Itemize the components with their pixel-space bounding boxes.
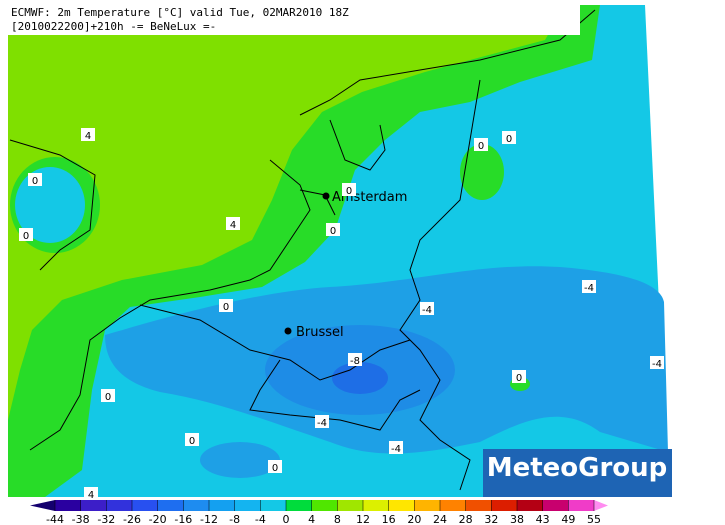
colorbar-label: 38 xyxy=(510,513,524,525)
zone-0-4 xyxy=(460,144,504,200)
colorbar-segment xyxy=(234,500,261,511)
contour-label-box xyxy=(84,487,98,500)
logo-box xyxy=(483,449,672,497)
contour-label: 0 xyxy=(32,176,38,187)
contour-label: 0 xyxy=(105,392,111,403)
colorbar-label: -32 xyxy=(97,513,115,525)
contour-label-box xyxy=(582,280,596,293)
contour-label: 0 xyxy=(23,231,29,242)
contour-label-box xyxy=(268,460,282,473)
contour-label-box xyxy=(81,128,95,141)
colorbar-segment xyxy=(286,500,313,511)
colorbar-segment xyxy=(311,500,338,511)
colorbar-label: -12 xyxy=(200,513,218,525)
colorbar-segment xyxy=(157,500,184,511)
colorbar-segment xyxy=(209,500,236,511)
colorbar-label: -38 xyxy=(72,513,90,525)
city-dot xyxy=(322,192,330,200)
colorbar-segment xyxy=(183,500,210,511)
contour-label: -8 xyxy=(350,356,360,367)
contour-label: 0 xyxy=(506,134,512,145)
contour-label: 0 xyxy=(272,463,278,474)
colorbar-label: 8 xyxy=(334,513,341,525)
contour-label-box xyxy=(389,441,403,454)
colorbar-segment xyxy=(388,500,415,511)
zone-minus4 xyxy=(200,442,280,478)
contour-label: 0 xyxy=(478,141,484,152)
colorbar-segment xyxy=(80,500,107,511)
colorbar-label: -16 xyxy=(174,513,192,525)
colorbar-label: -4 xyxy=(255,513,266,525)
colorbar-label: 20 xyxy=(407,513,421,525)
contour-label: 0 xyxy=(223,302,229,313)
contour-label-box xyxy=(420,302,434,315)
colorbar-segment xyxy=(260,500,287,511)
colorbar-label: -44 xyxy=(46,513,64,525)
colorbar-label: 49 xyxy=(561,513,575,525)
header-line: ECMWF: 2m Temperature [°C] valid Tue, 02… xyxy=(11,6,349,19)
colorbar-segment xyxy=(491,500,518,511)
colorbar-segment xyxy=(337,500,364,511)
contour-label: 0 xyxy=(330,226,336,237)
colorbar-arrow xyxy=(594,500,608,511)
colorbar-label: 55 xyxy=(587,513,601,525)
colorbar-arrow xyxy=(30,500,55,511)
contour-label-box xyxy=(326,223,340,236)
contour-label: -4 xyxy=(422,305,432,316)
zone-minus8-core xyxy=(332,362,388,394)
contour-label-box xyxy=(315,415,329,428)
contour-label: 4 xyxy=(88,490,94,501)
contour-label-box xyxy=(19,228,33,241)
contour-label: 0 xyxy=(346,186,352,197)
colorbar-label: -8 xyxy=(229,513,240,525)
contour-label: 0 xyxy=(516,373,522,384)
contour-label: -4 xyxy=(317,418,327,429)
colorbar-label: -26 xyxy=(123,513,141,525)
contour-label-box xyxy=(226,217,240,230)
colorbar-label: 12 xyxy=(356,513,370,525)
contour-label-box xyxy=(650,356,664,369)
contour-label: 0 xyxy=(189,436,195,447)
colorbar-label: 16 xyxy=(382,513,396,525)
colorbar-label: 24 xyxy=(433,513,447,525)
contour-label: 4 xyxy=(85,131,91,142)
header-box xyxy=(7,3,580,35)
contour-label-box xyxy=(502,131,516,144)
contour-label: -4 xyxy=(391,444,401,455)
contour-label: 4 xyxy=(230,220,236,231)
colorbar-segment xyxy=(517,500,544,511)
colorbar-segment xyxy=(55,500,82,511)
colorbar-label: 28 xyxy=(459,513,473,525)
contour-label-box xyxy=(101,389,115,402)
city-dot xyxy=(284,327,292,335)
colorbar-segment xyxy=(132,500,159,511)
colorbar-segment xyxy=(106,500,133,511)
colorbar-segment xyxy=(414,500,441,511)
contour-label-box xyxy=(185,433,199,446)
contour-label-box xyxy=(342,183,356,196)
colorbar-label: 0 xyxy=(283,513,290,525)
contour-label-box xyxy=(219,299,233,312)
header-line: [2010022200]+210h -= BeNeLux =- xyxy=(11,20,216,33)
zone-4-8 xyxy=(8,5,565,420)
colorbar-label: 4 xyxy=(308,513,315,525)
contour-label-box xyxy=(512,370,526,383)
colorbar-label: 32 xyxy=(484,513,498,525)
contour-label-box xyxy=(28,173,42,186)
colorbar-segment xyxy=(440,500,467,511)
colorbar-segment xyxy=(465,500,492,511)
city-label: Brussel xyxy=(296,325,344,340)
logo: MeteoGroup xyxy=(487,453,668,483)
contour-label-box xyxy=(474,138,488,151)
colorbar-label: -20 xyxy=(149,513,167,525)
colorbar-segment xyxy=(542,500,569,511)
colorbar-segment xyxy=(363,500,390,511)
contour-label-box xyxy=(348,353,362,366)
colorbar-segment xyxy=(568,500,595,511)
colorbar-label: 43 xyxy=(536,513,550,525)
contour-label: -4 xyxy=(652,359,662,370)
contour-label: -4 xyxy=(584,283,594,294)
